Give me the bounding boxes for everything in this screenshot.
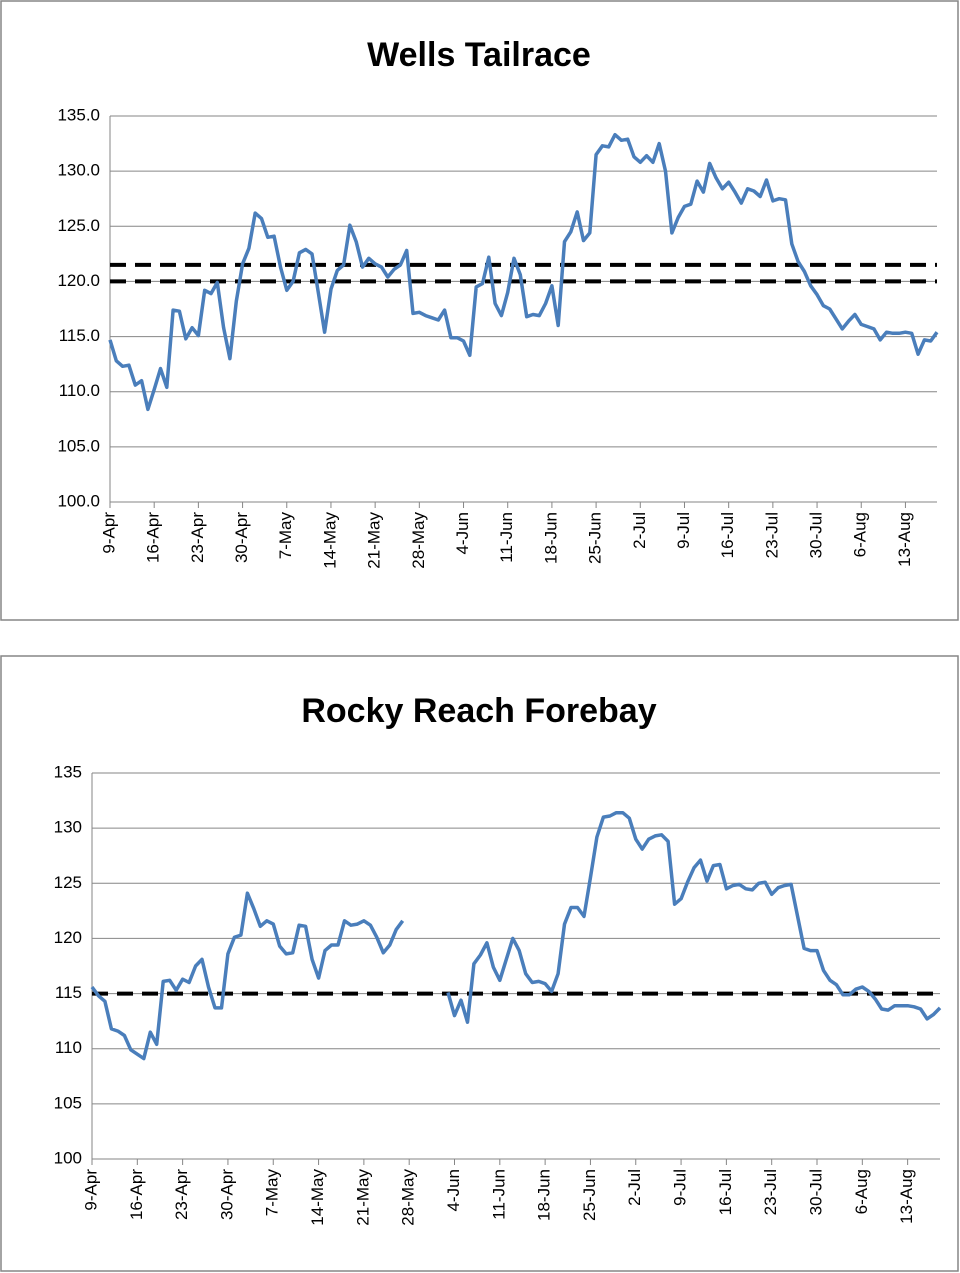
x-tick-label: 9-Jul (674, 512, 693, 549)
x-tick-label: 9-Apr (99, 512, 118, 554)
x-tick-label: 7-May (263, 1169, 282, 1217)
x-tick-label: 13-Aug (895, 512, 914, 567)
x-tick-label: 18-Jun (535, 1169, 554, 1221)
x-tick-label: 25-Jun (580, 1169, 599, 1221)
x-tick-label: 11-Jun (489, 1169, 508, 1220)
x-tick-label: 2-Jul (625, 1169, 644, 1206)
x-tick-label: 18-Jun (541, 512, 560, 564)
x-tick-label: 16-Jul (716, 1169, 735, 1215)
x-tick-label: 13-Aug (897, 1169, 916, 1224)
x-tick-label: 30-Jul (806, 1169, 825, 1215)
x-tick-label: 21-May (353, 1169, 372, 1226)
y-tick-label: 125.0 (57, 216, 100, 235)
chart-title: Wells Tailrace (367, 36, 591, 74)
x-tick-label: 30-Apr (232, 512, 251, 563)
x-tick-label: 16-Jul (718, 512, 737, 558)
y-tick-label: 130 (54, 818, 82, 837)
y-tick-label: 130.0 (57, 161, 100, 180)
x-tick-label: 28-May (399, 1169, 418, 1226)
y-tick-label: 125 (54, 873, 82, 892)
x-tick-label: 16-Apr (127, 1169, 146, 1220)
data-line (108, 132, 939, 412)
chart-title: Rocky Reach Forebay (301, 692, 656, 730)
x-tick-label: 7-May (276, 512, 295, 560)
x-tick-label: 28-May (409, 512, 428, 569)
x-tick-label: 23-Jul (761, 1169, 780, 1215)
y-tick-label: 120.0 (57, 271, 100, 290)
x-tick-label: 4-Jun (453, 512, 472, 555)
x-tick-label: 4-Jun (444, 1169, 463, 1212)
y-tick-label: 115.0 (59, 326, 100, 345)
x-tick-label: 6-Aug (852, 1169, 871, 1214)
y-tick-label: 110 (55, 1038, 82, 1057)
x-tick-label: 30-Jul (807, 512, 826, 558)
x-tick-label: 9-Jul (671, 1169, 690, 1206)
x-tick-label: 16-Apr (144, 512, 163, 563)
x-tick-label: 23-Jul (762, 512, 781, 558)
y-tick-label: 105.0 (57, 436, 100, 455)
panel-border (0, 0, 959, 621)
x-tick-label: 30-Apr (217, 1169, 236, 1220)
y-tick-label: 100 (54, 1148, 82, 1167)
x-tick-label: 23-Apr (188, 512, 207, 563)
data-line (90, 810, 942, 1061)
x-tick-label: 23-Apr (172, 1169, 191, 1220)
x-tick-label: 21-May (365, 512, 384, 569)
y-tick-label: 120 (54, 928, 82, 947)
panel-border (0, 655, 959, 1272)
x-tick-label: 14-May (308, 1169, 327, 1226)
x-tick-label: 14-May (320, 512, 339, 569)
y-tick-label: 135 (54, 762, 82, 781)
x-tick-label: 11-Jun (497, 512, 516, 563)
x-tick-label: 9-Apr (81, 1169, 100, 1211)
x-tick-label: 25-Jun (586, 512, 605, 564)
y-tick-label: 135.0 (57, 105, 100, 124)
x-tick-label: 2-Jul (630, 512, 649, 549)
y-tick-label: 105 (54, 1093, 82, 1112)
y-tick-label: 100.0 (57, 491, 100, 510)
x-tick-label: 6-Aug (851, 512, 870, 557)
y-tick-label: 115 (55, 983, 82, 1002)
y-tick-label: 110.0 (59, 381, 100, 400)
